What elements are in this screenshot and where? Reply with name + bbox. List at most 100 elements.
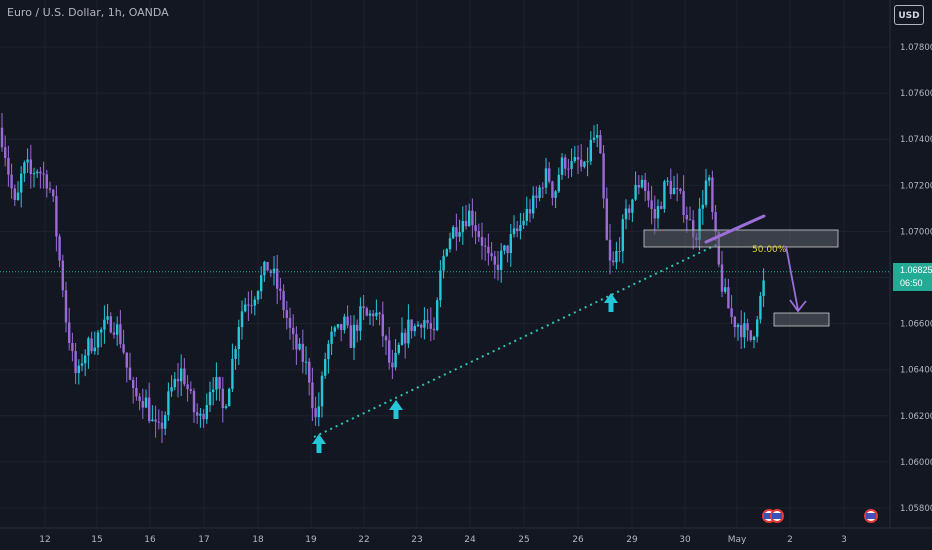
candle-body: [186, 384, 189, 390]
candle-body: [346, 316, 349, 326]
candle-body: [727, 287, 730, 309]
target-zone[interactable]: [773, 312, 830, 327]
candle-body: [532, 195, 535, 214]
up-arrow-icon: [312, 434, 326, 453]
candle-body: [157, 421, 160, 423]
candle-body: [336, 324, 340, 328]
candle-body: [285, 310, 288, 318]
candle-body: [320, 375, 324, 407]
candle-body: [218, 377, 221, 389]
candle-body: [548, 168, 551, 182]
candle-body: [256, 291, 260, 300]
candle-body: [356, 324, 359, 331]
candle-body: [698, 208, 701, 241]
candle-body: [68, 322, 71, 343]
candle-body: [29, 159, 32, 175]
candle-body: [736, 324, 740, 328]
candle-body: [762, 280, 765, 296]
candle-body: [202, 413, 205, 420]
candle-body: [144, 397, 148, 408]
candle-body: [525, 209, 528, 221]
candle-body: [676, 188, 679, 190]
candle-body: [292, 327, 295, 335]
y-tick-label: 1.06600: [900, 320, 932, 330]
candle-body: [135, 387, 138, 397]
candle-body: [71, 342, 74, 352]
support-trendline[interactable]: [313, 243, 719, 438]
candle-body: [720, 264, 724, 292]
x-tick-label: 19: [305, 535, 317, 545]
candle-body: [407, 319, 410, 344]
candle-body: [52, 189, 55, 197]
x-tick-label: 12: [39, 535, 50, 545]
candle-body: [109, 316, 112, 333]
down-arrow[interactable]: [785, 245, 799, 311]
candle-body: [404, 332, 407, 344]
candle-body: [503, 245, 506, 251]
candle-body: [375, 312, 378, 317]
y-tick-label: 1.07200: [900, 181, 932, 191]
currency-button[interactable]: USD: [894, 5, 924, 25]
candle-body: [327, 343, 330, 360]
x-tick-label: 24: [464, 535, 476, 545]
y-axis: 1.07800 1.07600 1.07400 1.07200 1.07000 1.068…: [900, 43, 932, 514]
candle-body: [237, 327, 240, 350]
candle-body: [32, 173, 36, 175]
bar-countdown: 06:50: [900, 278, 923, 288]
candle-body: [301, 343, 304, 362]
candle-body: [436, 300, 439, 331]
x-tick-label: 30: [679, 535, 691, 545]
economic-event-flag-icon[interactable]: [864, 509, 878, 523]
candle-body: [663, 181, 666, 209]
candle-body: [557, 174, 560, 192]
candle-body: [304, 361, 308, 363]
candle-body: [212, 389, 215, 393]
candle-body: [4, 147, 7, 158]
candle-body: [372, 313, 375, 317]
current-price-tag: 1.06825 06:50: [893, 263, 932, 291]
candle-body: [573, 157, 576, 162]
candle-body: [394, 352, 397, 368]
candle-body: [106, 316, 109, 320]
purple-trendline[interactable]: [704, 214, 766, 244]
y-tick-label: 1.06400: [900, 366, 932, 376]
economic-event-flag-icon[interactable]: [770, 509, 784, 523]
candle-body: [160, 422, 164, 429]
candle-body: [208, 392, 212, 406]
candle-body: [618, 250, 621, 252]
candle-body: [205, 405, 208, 420]
candle-body: [592, 137, 596, 140]
candle-body: [551, 181, 554, 198]
candle-body: [36, 171, 39, 174]
candle-body: [471, 210, 474, 226]
x-tick-label: 26: [572, 535, 584, 545]
candle-body: [308, 361, 311, 383]
candle-body: [343, 316, 346, 331]
candle-body: [733, 316, 736, 328]
candle-body: [608, 239, 612, 261]
candle-body: [455, 227, 458, 237]
candle-body: [80, 363, 84, 366]
candle-body: [567, 168, 570, 170]
y-tick-label: 1.07600: [900, 89, 932, 99]
resistance-zone[interactable]: [643, 229, 839, 248]
candle-body: [692, 220, 695, 238]
x-tick-label: 17: [198, 535, 209, 545]
candle-body: [410, 319, 413, 332]
candle-body: [637, 185, 640, 188]
candle-body: [388, 340, 391, 363]
candle-body: [196, 412, 199, 416]
candle-body: [48, 188, 52, 190]
down-arrow-head: [789, 299, 807, 313]
candle-body: [128, 367, 132, 380]
candle-body: [228, 388, 231, 407]
candle-body: [93, 347, 96, 352]
candle-body: [240, 311, 244, 328]
candle-body: [317, 406, 320, 418]
candle-body: [538, 187, 541, 198]
candle-body: [384, 336, 388, 341]
candle-body: [602, 153, 605, 199]
candle-body: [170, 387, 173, 392]
